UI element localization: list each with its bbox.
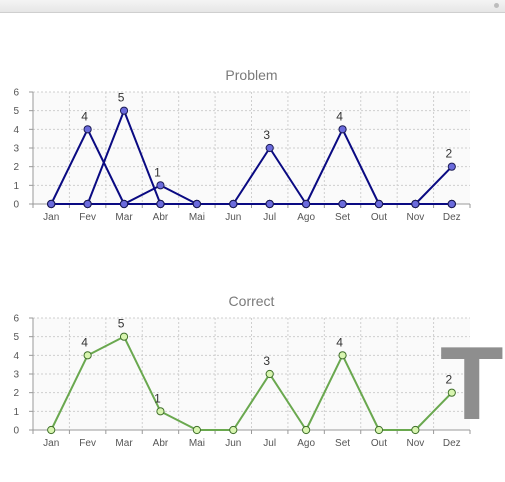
data-point [83,199,92,209]
data-point [302,425,311,435]
data-label: 1 [154,165,161,179]
x-tick-label: Out [371,438,387,449]
data-point [374,199,384,209]
y-tick-label: 0 [13,200,19,211]
data-label: 3 [263,354,270,368]
y-tick-label: 5 [13,106,19,117]
data-point [119,332,129,341]
data-label: 2 [445,147,452,161]
window-control-dot [494,3,499,8]
x-tick-label: Dez [443,212,461,223]
data-label: 4 [336,335,343,349]
x-tick-label: Dez [443,438,461,449]
x-tick-label: Set [335,212,350,223]
x-tick-label: Ago [297,212,315,223]
x-tick-label: Fev [79,438,96,449]
y-tick-label: 5 [13,332,19,343]
data-point [192,199,201,209]
x-tick-label: Jun [225,438,241,449]
y-tick-label: 3 [13,370,19,381]
data-label: 4 [81,335,88,349]
data-point [192,425,201,435]
data-point [156,181,165,190]
data-point [447,199,456,209]
y-tick-label: 3 [13,144,19,155]
x-tick-label: Out [371,212,387,223]
data-point [338,199,347,209]
data-point [265,369,274,379]
data-label: 2 [445,373,452,387]
data-point [119,199,129,209]
data-point [411,425,420,435]
data-point [47,425,56,435]
data-label: 4 [81,109,88,123]
x-tick-label: Jan [43,438,59,449]
data-label: 1 [154,391,161,405]
data-point [447,162,456,171]
x-tick-label: Ago [297,438,315,449]
y-tick-label: 0 [13,426,19,437]
x-tick-label: Nov [406,212,424,223]
data-point [374,425,384,435]
x-tick-label: Mar [115,212,133,223]
chart-title: Problem [225,67,277,83]
data-point [447,388,456,397]
series-line-1 [50,335,453,431]
y-tick-label: 4 [13,125,19,136]
problem-chart: Problem 0 1 2 3 4 5 6 Jan Fev Mar Abr Mai Jun Jul Ago Se… [13,67,471,223]
x-tick-label: Jul [263,438,276,449]
data-point [338,351,347,360]
data-point [47,199,56,209]
window-top-bar [0,0,505,13]
data-point [229,199,238,209]
x-tick-label: Jul [263,212,276,223]
x-tick-label: Jun [225,212,241,223]
y-tick-label: 6 [13,88,19,99]
data-label: 5 [118,317,125,331]
data-point [265,199,274,209]
x-tick-label: Abr [153,438,169,449]
x-tick-label: Jan [43,212,59,223]
chart-title: Correct [229,293,275,309]
x-tick-label: Set [335,438,350,449]
x-tick-label: Abr [153,212,169,223]
x-tick-label: Nov [406,438,424,449]
series-line-6 [51,165,453,205]
data-point [265,143,274,153]
data-point [229,425,238,435]
y-tick-label: 4 [13,351,19,362]
x-tick-label: Mai [189,212,205,223]
data-point [302,199,311,209]
data-point [338,125,347,134]
data-label: 4 [336,109,343,123]
correct-chart: Correct 0 1 2 3 4 5 6 Jan Fev Mar Abr Mai Jun Jul Ago Se… [13,293,471,449]
x-tick-label: Mai [189,438,205,449]
data-point [156,199,165,209]
data-point [411,199,420,209]
y-tick-label: 2 [13,162,19,173]
y-tick-label: 2 [13,388,19,399]
x-tick-label: Fev [79,212,96,223]
y-tick-label: 1 [13,407,19,418]
x-tick-label: Mar [115,438,133,449]
data-point [119,106,129,115]
data-label: 5 [118,91,125,105]
data-point [83,351,92,360]
data-label: 3 [263,128,270,142]
y-tick-label: 6 [13,314,19,325]
data-point [156,407,165,416]
data-point [83,125,92,134]
overlay-letter: T [440,326,504,442]
y-tick-label: 1 [13,181,19,192]
